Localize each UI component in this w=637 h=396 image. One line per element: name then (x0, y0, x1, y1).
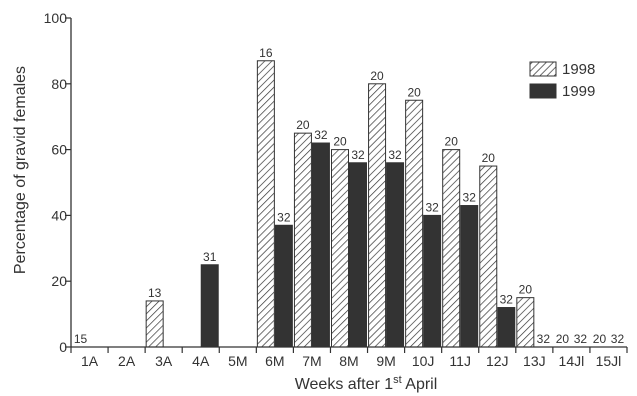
x-tick-label: 7M (302, 353, 321, 369)
sample-size-label: 20 (556, 332, 570, 346)
bar-1999-7M (311, 142, 330, 348)
y-tick-label: 40 (51, 207, 67, 223)
sample-size-label: 32 (500, 293, 514, 307)
y-axis-title: Percentage of gravid females (12, 66, 29, 274)
x-axis-ticks: 1A 2A 3A 4A 5M 6M 7M 8M 9M 10J 11J 12J 13J 14Jl 15Jl (70, 347, 628, 369)
bar-1999-11J (460, 205, 479, 348)
sample-size-label: 32 (314, 128, 328, 142)
bar-1999-8M (349, 162, 367, 348)
sample-size-label: 32 (425, 200, 439, 214)
sample-size-label: 32 (277, 210, 291, 224)
bar-1998-10J (405, 99, 424, 348)
sample-size-label: 20 (407, 85, 421, 99)
y-tick-label: 60 (51, 142, 67, 158)
y-tick-label: 0 (59, 339, 67, 355)
x-tick-label: 5M (228, 353, 247, 369)
sample-size-label: 32 (574, 332, 588, 346)
bar-1999-12J (497, 307, 516, 348)
bar-1999-4A (200, 264, 219, 348)
x-tick-label: 15Jl (596, 353, 622, 369)
legend-swatch-1998 (529, 61, 557, 77)
sample-size-label: 32 (388, 148, 402, 162)
y-tick-label: 80 (51, 76, 67, 92)
x-tick-label: 10J (412, 353, 435, 369)
y-axis-ticks: 0 20 40 60 80 100 (44, 10, 71, 355)
sample-size-label: 20 (445, 135, 459, 149)
sample-size-label: 15 (74, 332, 88, 346)
sample-size-label: 32 (611, 332, 625, 346)
x-tick-label: 11J (449, 353, 471, 369)
legend-swatch-1999 (529, 83, 557, 99)
x-tick-label: 4A (192, 353, 210, 369)
bar-1998-9M (368, 83, 387, 348)
sample-size-label: 20 (370, 69, 384, 83)
sample-size-label: 20 (482, 151, 496, 165)
legend-label-1999: 1999 (562, 83, 595, 100)
sample-size-labels: 15 13 16 20 20 20 20 20 20 20 20 20 31 32 32 32 32 32 32 32… (74, 46, 625, 346)
bar-1998-6M (256, 60, 275, 348)
x-tick-label: 14Jl (559, 353, 585, 369)
x-tick-label: 3A (155, 353, 173, 369)
bar-1998-3A (145, 300, 164, 348)
bar-1998-12J (479, 165, 498, 348)
sample-size-label: 20 (519, 283, 533, 297)
legend: 1998 1999 (529, 61, 595, 100)
bar-1999-9M (386, 162, 405, 348)
sample-size-label: 16 (259, 46, 273, 60)
sample-size-label: 20 (333, 135, 347, 149)
sample-size-label: 31 (203, 250, 217, 264)
y-tick-label: 100 (44, 10, 68, 26)
legend-label-1998: 1998 (562, 61, 595, 78)
sample-size-label: 13 (148, 286, 162, 300)
bars-group (145, 60, 535, 348)
x-tick-label: 13J (523, 353, 546, 369)
x-axis-title: Weeks after 1st April (295, 374, 438, 393)
bar-1998-13J (516, 297, 535, 348)
x-tick-label: 12J (486, 353, 509, 369)
bar-1998-7M (293, 132, 312, 348)
bar-1998-8M (331, 149, 349, 348)
x-tick-label: 1A (81, 353, 99, 369)
bar-1999-10J (423, 214, 442, 348)
bar-1999-6M (274, 224, 293, 348)
sample-size-label: 32 (351, 148, 365, 162)
x-tick-label: 9M (376, 353, 395, 369)
sample-size-label: 20 (296, 118, 310, 132)
bar-1998-11J (442, 149, 461, 348)
sample-size-label: 20 (593, 332, 607, 346)
x-tick-label: 8M (339, 353, 358, 369)
sample-size-label: 32 (463, 191, 477, 205)
sample-size-label: 32 (537, 332, 551, 346)
x-tick-label: 6M (265, 353, 284, 369)
y-tick-label: 20 (51, 273, 67, 289)
x-tick-label: 2A (118, 353, 136, 369)
